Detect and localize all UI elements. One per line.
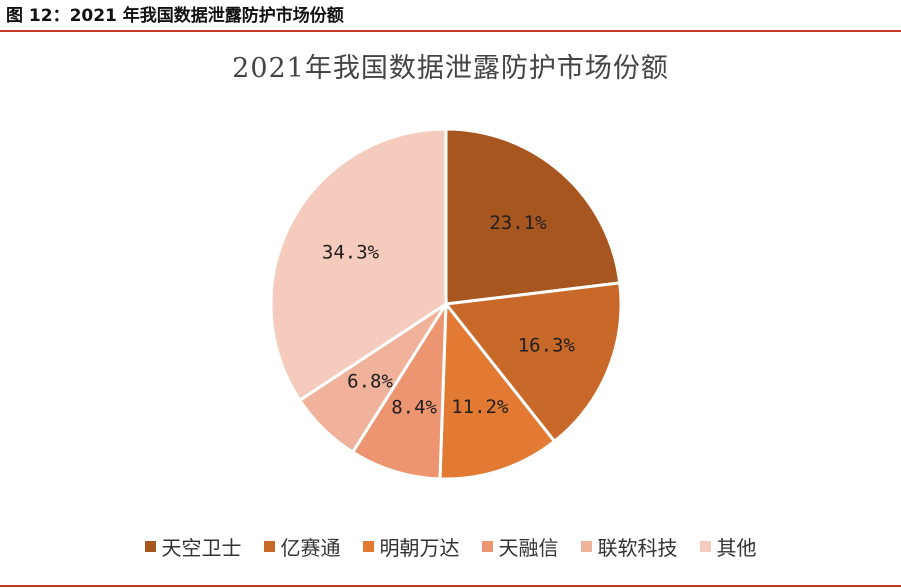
legend-swatch: [362, 540, 374, 552]
legend-swatch: [580, 540, 592, 552]
legend-label: 亿赛通: [280, 535, 341, 560]
pie-slice-5: [269, 127, 448, 403]
legend-item-2: 明朝万达: [362, 532, 460, 561]
chart-title: 2021年我国数据泄露防护市场份额: [232, 53, 669, 84]
pie-slice-3: [350, 298, 448, 481]
legend-label: 明朝万达: [379, 535, 460, 560]
legend-item-0: 天空卫士: [144, 532, 242, 561]
pie-slice-2: [438, 299, 557, 481]
pie-slice-1: [443, 281, 623, 444]
legend-item-4: 联软科技: [580, 532, 678, 561]
legend-swatch: [699, 540, 711, 552]
legend-label: 天空卫士: [161, 535, 242, 560]
slice-value-label-5: 34.3%: [322, 242, 380, 264]
legend-item-5: 其他: [699, 532, 757, 561]
legend-label: 其他: [716, 535, 757, 560]
legend-swatch: [481, 540, 493, 552]
legend-label: 联软科技: [597, 535, 678, 560]
legend-swatch: [144, 540, 156, 552]
chart-legend: 天空卫士 亿赛通 明朝万达 天融信 联软科技 其他: [0, 531, 901, 561]
top-divider: [0, 30, 901, 32]
legend-item-1: 亿赛通: [263, 532, 341, 561]
legend-label: 天融信: [498, 535, 559, 560]
slice-value-label-2: 11.2%: [451, 396, 509, 418]
bottom-divider: [0, 585, 901, 587]
slice-value-label-4: 6.8%: [347, 370, 393, 392]
pie-slice-0: [444, 127, 622, 306]
figure-caption: 图 12：2021 年我国数据泄露防护市场份额: [6, 6, 344, 26]
legend-swatch: [263, 540, 275, 552]
slice-value-label-0: 23.1%: [489, 212, 547, 234]
legend-item-3: 天融信: [481, 532, 559, 561]
slice-value-label-3: 8.4%: [391, 397, 437, 419]
slice-value-label-1: 16.3%: [518, 334, 576, 356]
